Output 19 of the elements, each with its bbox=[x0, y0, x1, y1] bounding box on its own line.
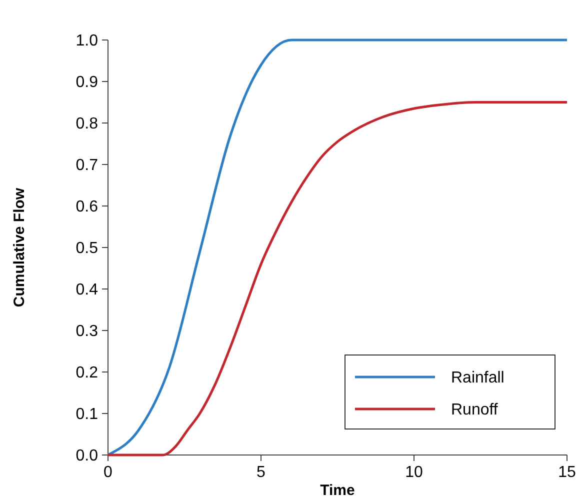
x-tick-label: 0 bbox=[104, 464, 113, 481]
legend-label: Rainfall bbox=[451, 370, 504, 387]
y-tick-label: 0.2 bbox=[76, 364, 98, 382]
y-tick-label: 0.3 bbox=[76, 323, 98, 340]
y-tick-label: 1.0 bbox=[76, 32, 98, 50]
y-tick-label: 0.5 bbox=[76, 240, 98, 258]
y-tick-label: 0.8 bbox=[76, 116, 98, 133]
y-tick-label: 0.9 bbox=[76, 74, 98, 92]
y-tick-label: 0.6 bbox=[76, 198, 98, 216]
y-tick-label: 0.4 bbox=[76, 282, 98, 299]
y-axis-title: Cumulative Flow bbox=[11, 188, 28, 308]
y-tick-label: 0.1 bbox=[76, 406, 98, 424]
x-tick-label: 15 bbox=[558, 464, 576, 481]
x-tick-label: 5 bbox=[256, 464, 266, 481]
y-tick-label: 0.0 bbox=[76, 448, 98, 465]
legend-label: Runoff bbox=[451, 402, 498, 419]
x-axis-title: Time bbox=[320, 482, 355, 499]
y-tick-label: 0.7 bbox=[76, 157, 98, 174]
x-tick-label: 10 bbox=[405, 464, 423, 481]
